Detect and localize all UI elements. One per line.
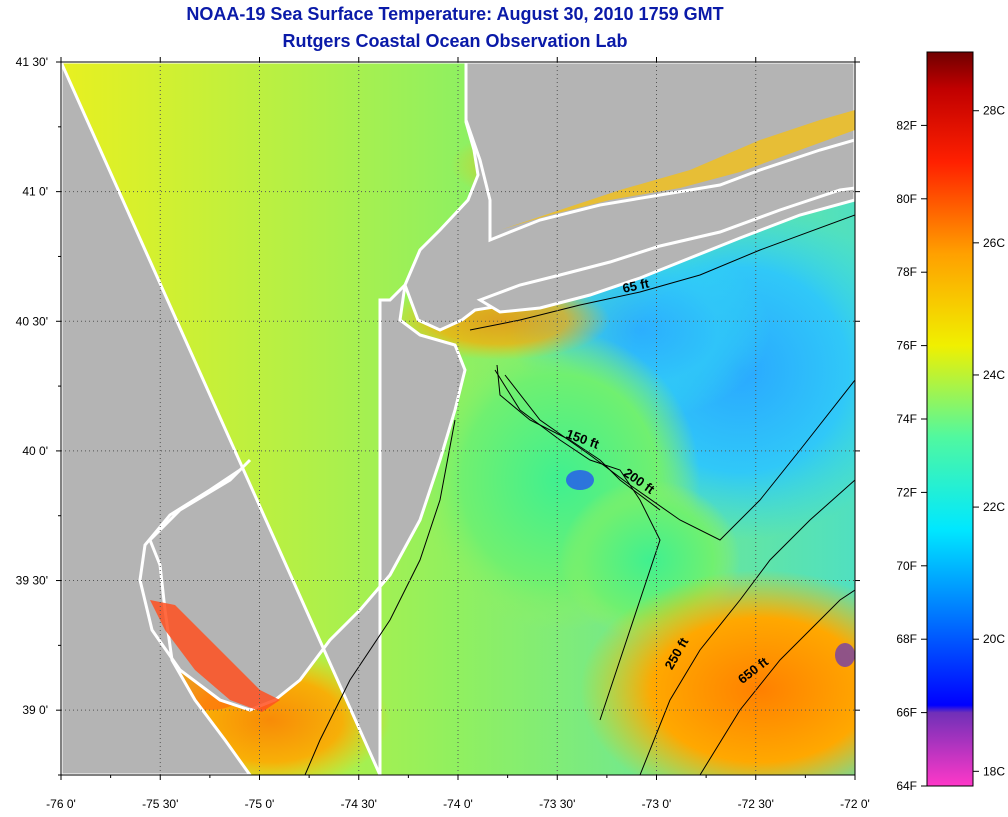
isobath-250ft <box>639 479 855 775</box>
fahrenheit-label: 78F <box>896 265 917 279</box>
map-title: NOAA-19 Sea Surface Temperature: August … <box>186 4 724 24</box>
fahrenheit-label: 76F <box>896 339 917 353</box>
fahrenheit-label: 64F <box>896 779 917 793</box>
y-tick-label: 40 0' <box>22 444 48 458</box>
y-tick-label: 40 30' <box>16 314 48 328</box>
fahrenheit-label: 80F <box>896 192 917 206</box>
isobath-65ft <box>469 214 855 331</box>
x-tick-label: -74 0' <box>443 797 473 811</box>
cold-spot <box>566 470 594 490</box>
celsius-label: 18C <box>983 764 1005 778</box>
x-tick-label: -72 30' <box>738 797 774 811</box>
celsius-label: 28C <box>983 104 1005 118</box>
y-tick-label: 41 0' <box>22 185 48 199</box>
celsius-label: 20C <box>983 632 1005 646</box>
fahrenheit-label: 68F <box>896 632 917 646</box>
fahrenheit-label: 82F <box>896 118 917 132</box>
long-island-sound <box>464 62 855 243</box>
fahrenheit-label: 74F <box>896 412 917 426</box>
x-tick-label: -75 30' <box>142 797 178 811</box>
x-tick-label: -73 0' <box>642 797 672 811</box>
x-tick-label: -73 30' <box>539 797 575 811</box>
y-tick-label: 39 30' <box>16 574 48 588</box>
isobath-200ft <box>504 374 855 541</box>
x-tick-label: -75 0' <box>245 797 275 811</box>
celsius-label: 22C <box>983 500 1005 514</box>
fahrenheit-label: 72F <box>896 485 917 499</box>
map-subtitle: Rutgers Coastal Ocean Observation Lab <box>282 31 628 51</box>
shelf-contour <box>304 419 456 775</box>
hudson-canyon <box>494 369 661 721</box>
connecticut-coast-water <box>500 110 855 230</box>
y-tick-label: 39 0' <box>22 703 48 717</box>
celsius-label: 24C <box>983 368 1005 382</box>
fahrenheit-label: 70F <box>896 559 917 573</box>
isobath-150ft <box>496 364 661 511</box>
celsius-label: 26C <box>983 236 1005 250</box>
long-island <box>476 186 855 314</box>
x-tick-label: -76 0' <box>46 797 76 811</box>
color-bar <box>926 51 974 787</box>
warm-water-region <box>580 570 855 775</box>
x-tick-label: -74 30' <box>341 797 377 811</box>
y-tick-label: 41 30' <box>16 55 48 69</box>
fahrenheit-label: 66F <box>896 706 917 720</box>
isobath-650ft <box>699 589 855 775</box>
delaware-bay-water <box>150 600 280 712</box>
x-tick-label: -72 0' <box>840 797 870 811</box>
cold-spot <box>835 643 855 667</box>
isobath-label: 65 ft <box>621 276 651 296</box>
